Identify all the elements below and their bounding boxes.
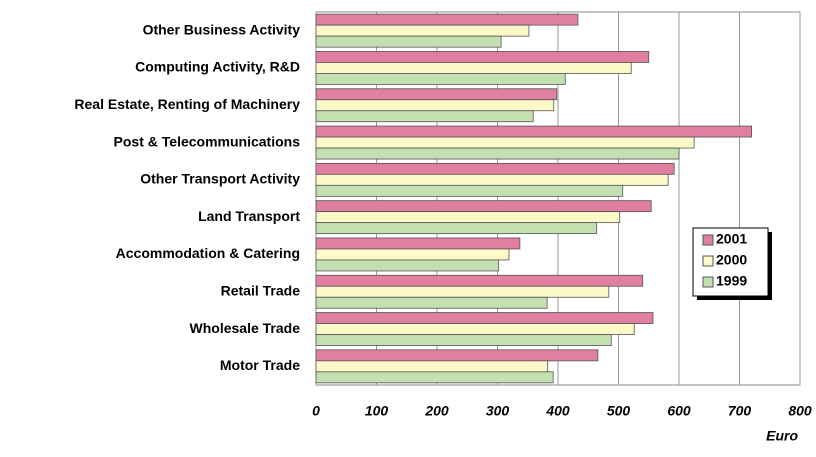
- y-tick-label: Real Estate, Renting of Machinery: [74, 96, 300, 112]
- bar: [315, 51, 650, 63]
- bar: [315, 211, 621, 224]
- bar: [315, 162, 675, 175]
- bar: [315, 24, 530, 37]
- bar: [315, 73, 566, 85]
- bar: [315, 173, 669, 186]
- bar: [315, 222, 598, 235]
- bar: [315, 88, 558, 101]
- y-tick-label: Other Transport Activity: [140, 171, 300, 187]
- bar: [315, 147, 680, 160]
- legend-label: 2000: [716, 252, 747, 268]
- x-tick-label: 200: [424, 403, 449, 419]
- bar: [315, 285, 610, 298]
- bar: [315, 200, 652, 213]
- bar: [315, 136, 695, 149]
- x-tick-label: 700: [728, 403, 752, 419]
- bar: [315, 296, 548, 309]
- y-tick-label: Wholesale Trade: [190, 320, 301, 336]
- bar: [315, 62, 632, 74]
- bar: [315, 312, 654, 324]
- bar: [315, 248, 510, 261]
- y-tick-label: Other Business Activity: [143, 21, 301, 37]
- bar: [315, 334, 612, 346]
- legend-label: 2001: [716, 231, 747, 247]
- x-tick-label: 100: [365, 403, 389, 419]
- bar: [315, 110, 534, 123]
- bar: [315, 99, 555, 112]
- x-tick-label: 400: [545, 403, 570, 419]
- bar: [315, 125, 753, 138]
- x-tick-label: 600: [667, 403, 691, 419]
- legend-swatch: [702, 276, 714, 288]
- y-tick-label: Retail Trade: [221, 282, 301, 298]
- x-tick-label: 800: [788, 403, 812, 419]
- bar: [315, 35, 502, 48]
- x-tick-label: 0: [312, 403, 320, 419]
- bar: [315, 349, 599, 362]
- y-tick-label: Accommodation & Catering: [116, 245, 300, 261]
- y-tick-label: Land Transport: [198, 208, 300, 224]
- bar: [315, 360, 549, 373]
- y-tick-label: Computing Activity, R&D: [135, 59, 300, 75]
- legend-swatch: [702, 255, 714, 267]
- bar: [315, 371, 554, 384]
- bar: [315, 259, 500, 272]
- x-tick-label: 300: [486, 403, 510, 419]
- y-tick-label: Post & Telecommunications: [114, 133, 301, 149]
- bar: [315, 274, 644, 287]
- y-tick-label: Motor Trade: [220, 357, 300, 373]
- legend-swatch: [702, 234, 714, 246]
- x-tick-label: 500: [607, 403, 631, 419]
- x-axis-label: Euro: [766, 428, 798, 444]
- legend-label: 1999: [716, 273, 747, 289]
- bar: [315, 13, 579, 26]
- bar: [315, 323, 635, 335]
- bar: [315, 237, 521, 250]
- bar: [315, 184, 624, 197]
